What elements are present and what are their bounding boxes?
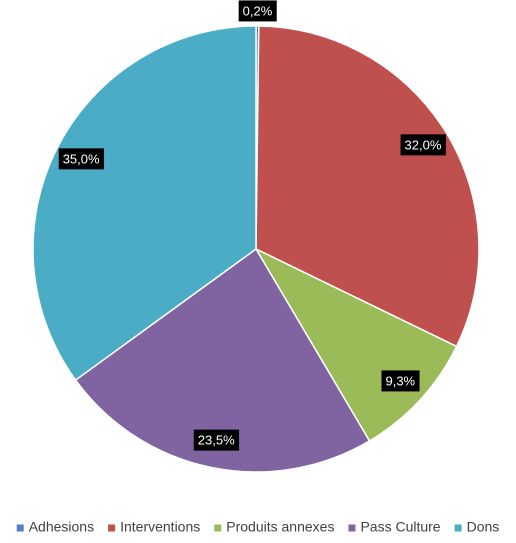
legend-swatch: [214, 524, 222, 532]
data-label: 9,3%: [381, 370, 420, 392]
legend-label: Dons: [467, 519, 500, 535]
data-label: 0,2%: [238, 0, 277, 22]
data-label-text: 35,0%: [63, 151, 100, 166]
legend-swatch: [16, 524, 24, 532]
data-label-text: 32,0%: [405, 137, 442, 152]
data-label-text: 9,3%: [385, 373, 415, 388]
data-label: 23,5%: [193, 429, 240, 451]
legend-label: Produits annexes: [226, 519, 334, 535]
data-label-box: [193, 429, 240, 451]
data-label: 35,0%: [58, 148, 105, 170]
data-label-box: [400, 134, 446, 156]
pie-slice: [254, 247, 458, 442]
legend-label: Adhesions: [29, 519, 94, 535]
data-label: 32,0%: [400, 134, 446, 156]
pie-slice: [74, 247, 371, 473]
data-label-text: 0,2%: [243, 3, 273, 18]
data-label-box: [381, 370, 420, 392]
pie-slice: [32, 25, 257, 382]
legend: Adhesions Interventions Produits annexes Pa…: [16, 519, 500, 535]
data-label-box: [238, 0, 277, 22]
legend-label: Interventions: [120, 519, 200, 535]
legend-label: Pass Culture: [360, 519, 440, 535]
data-label-box: [58, 148, 105, 170]
pie-slice: [255, 25, 480, 348]
legend-swatch: [108, 524, 116, 532]
legend-swatch: [454, 524, 462, 532]
data-label-text: 23,5%: [198, 433, 235, 448]
legend-swatch: [348, 524, 356, 532]
